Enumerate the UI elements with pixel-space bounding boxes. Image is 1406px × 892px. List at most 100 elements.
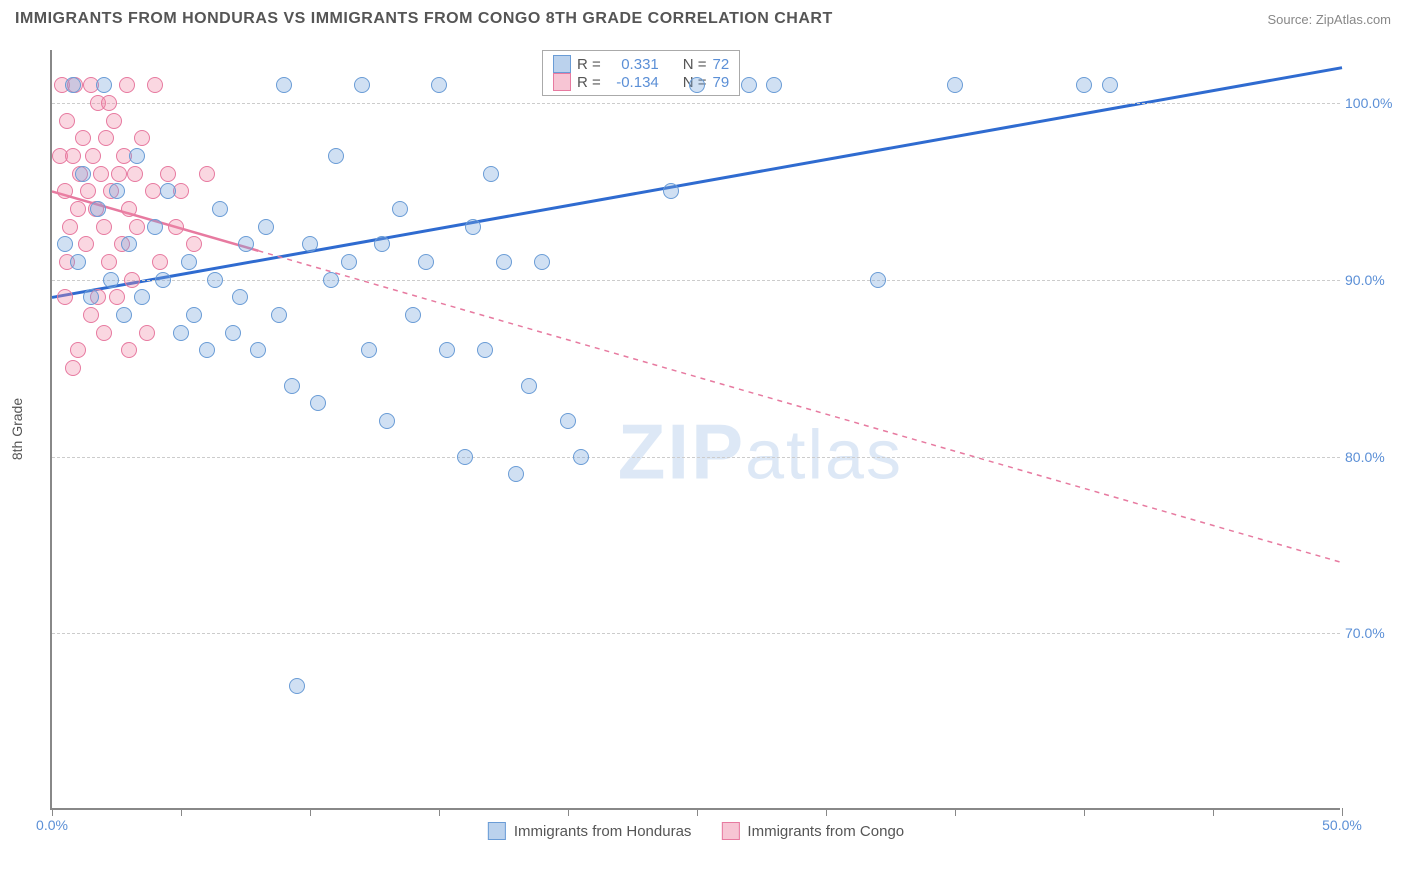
x-tick-mark	[1084, 808, 1085, 816]
y-tick-label: 100.0%	[1345, 95, 1400, 111]
legend-item-congo: Immigrants from Congo	[721, 822, 904, 840]
data-point	[103, 272, 119, 288]
data-point	[431, 77, 447, 93]
x-tick-mark	[310, 808, 311, 816]
data-point	[392, 201, 408, 217]
data-point	[93, 166, 109, 182]
data-point	[96, 77, 112, 93]
data-point	[573, 449, 589, 465]
data-point	[457, 449, 473, 465]
data-point	[186, 236, 202, 252]
data-point	[534, 254, 550, 270]
data-point	[302, 236, 318, 252]
data-point	[870, 272, 886, 288]
x-tick-mark	[568, 808, 569, 816]
gridline	[52, 103, 1340, 104]
data-point	[101, 95, 117, 111]
data-point	[109, 183, 125, 199]
data-point	[65, 77, 81, 93]
legend-R-value: 0.331	[607, 56, 659, 73]
legend-row: R =0.331N =72	[553, 55, 729, 73]
data-point	[57, 289, 73, 305]
data-point	[1102, 77, 1118, 93]
data-point	[766, 77, 782, 93]
data-point	[323, 272, 339, 288]
x-tick-mark	[955, 808, 956, 816]
data-point	[134, 130, 150, 146]
data-point	[90, 201, 106, 217]
x-tick-mark	[1342, 808, 1343, 816]
gridline	[52, 457, 1340, 458]
data-point	[361, 342, 377, 358]
legend-swatch-blue	[488, 822, 506, 840]
data-point	[111, 166, 127, 182]
legend-R-value: -0.134	[607, 74, 659, 91]
data-point	[80, 183, 96, 199]
data-point	[418, 254, 434, 270]
data-point	[508, 466, 524, 482]
data-point	[62, 219, 78, 235]
legend-swatch-pink	[721, 822, 739, 840]
data-point	[152, 254, 168, 270]
data-point	[310, 395, 326, 411]
data-point	[70, 342, 86, 358]
data-point	[560, 413, 576, 429]
data-point	[496, 254, 512, 270]
data-point	[127, 166, 143, 182]
source-attribution: Source: ZipAtlas.com	[1267, 12, 1391, 27]
trend-lines-layer	[52, 50, 1340, 808]
x-tick-mark	[439, 808, 440, 816]
x-tick-mark	[181, 808, 182, 816]
data-point	[276, 77, 292, 93]
legend-item-honduras: Immigrants from Honduras	[488, 822, 692, 840]
y-tick-label: 90.0%	[1345, 272, 1400, 288]
data-point	[59, 113, 75, 129]
data-point	[289, 678, 305, 694]
data-point	[181, 254, 197, 270]
data-point	[199, 166, 215, 182]
data-point	[106, 113, 122, 129]
data-point	[96, 325, 112, 341]
data-point	[75, 130, 91, 146]
y-tick-label: 80.0%	[1345, 449, 1400, 465]
data-point	[250, 342, 266, 358]
data-point	[57, 236, 73, 252]
data-point	[341, 254, 357, 270]
data-point	[168, 219, 184, 235]
data-point	[101, 254, 117, 270]
data-point	[134, 289, 150, 305]
data-point	[129, 219, 145, 235]
data-point	[477, 342, 493, 358]
y-tick-label: 70.0%	[1345, 625, 1400, 641]
correlation-legend-box: R =0.331N =72R =-0.134N =79	[542, 50, 740, 96]
data-point	[328, 148, 344, 164]
chart-title: IMMIGRANTS FROM HONDURAS VS IMMIGRANTS F…	[15, 10, 833, 28]
data-point	[129, 148, 145, 164]
data-point	[75, 166, 91, 182]
data-point	[483, 166, 499, 182]
legend-label-congo: Immigrants from Congo	[747, 823, 904, 840]
data-point	[374, 236, 390, 252]
data-point	[116, 307, 132, 323]
data-point	[147, 219, 163, 235]
data-point	[119, 77, 135, 93]
data-point	[124, 272, 140, 288]
y-axis-label: 8th Grade	[9, 398, 25, 460]
legend-swatch-icon	[553, 73, 571, 91]
data-point	[284, 378, 300, 394]
data-point	[121, 236, 137, 252]
legend-swatch-icon	[553, 55, 571, 73]
legend-N-value: 79	[713, 74, 730, 91]
data-point	[83, 307, 99, 323]
x-tick-mark	[697, 808, 698, 816]
data-point	[258, 219, 274, 235]
data-point	[439, 342, 455, 358]
data-point	[65, 148, 81, 164]
data-point	[98, 130, 114, 146]
data-point	[109, 289, 125, 305]
data-point	[207, 272, 223, 288]
data-point	[70, 201, 86, 217]
data-point	[160, 166, 176, 182]
data-point	[663, 183, 679, 199]
data-point	[173, 325, 189, 341]
